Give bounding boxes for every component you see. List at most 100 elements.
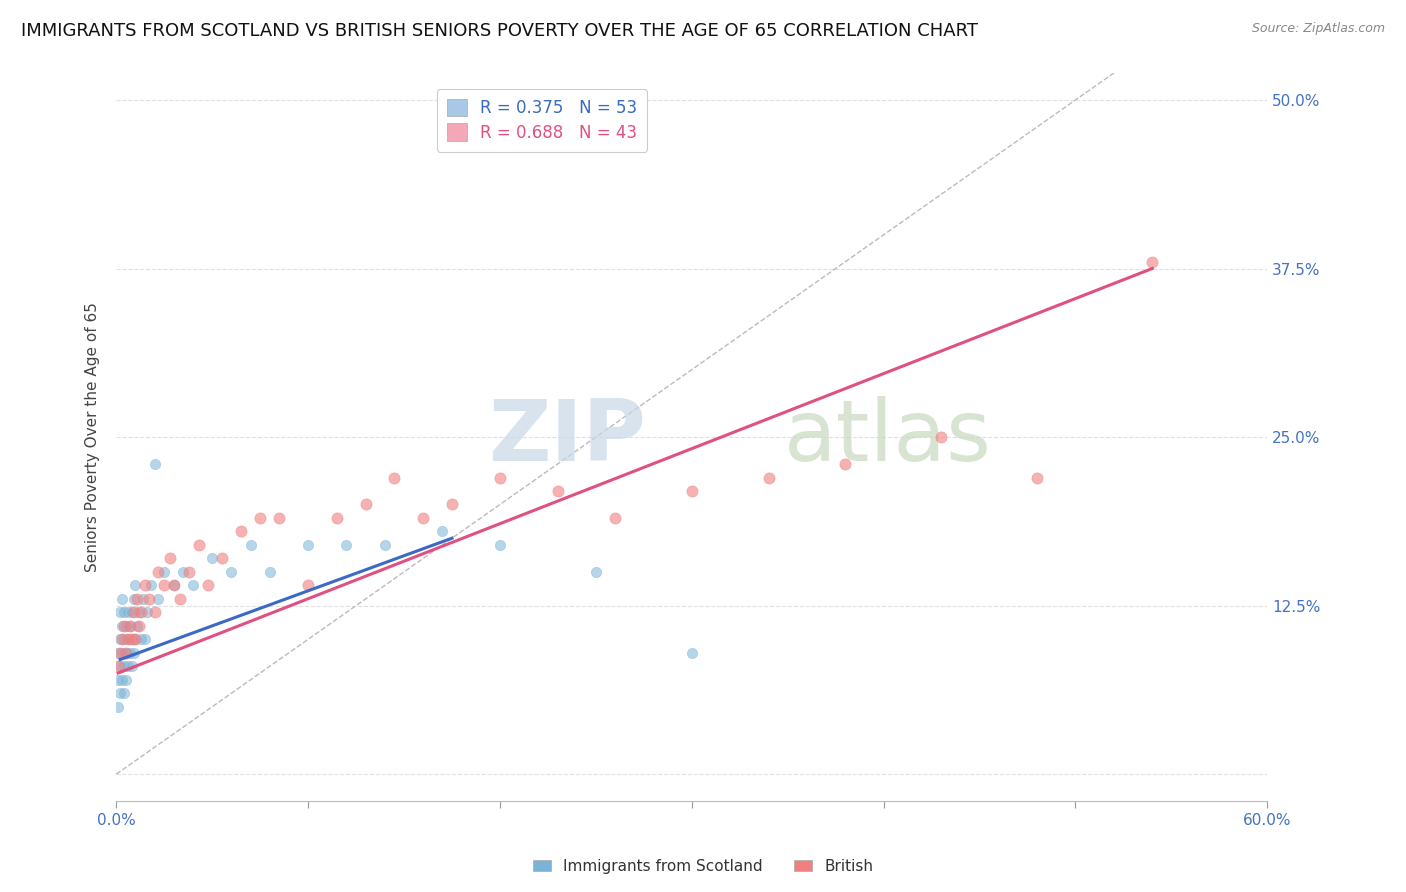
Text: IMMIGRANTS FROM SCOTLAND VS BRITISH SENIORS POVERTY OVER THE AGE OF 65 CORRELATI: IMMIGRANTS FROM SCOTLAND VS BRITISH SENI… bbox=[21, 22, 979, 40]
Point bbox=[163, 578, 186, 592]
Point bbox=[440, 498, 463, 512]
Point bbox=[115, 646, 138, 660]
Point bbox=[681, 646, 703, 660]
Point bbox=[138, 591, 160, 606]
Point bbox=[111, 646, 134, 660]
Point bbox=[297, 538, 319, 552]
Point bbox=[187, 538, 209, 552]
Point bbox=[159, 551, 181, 566]
Point bbox=[124, 578, 146, 592]
Point bbox=[108, 605, 131, 619]
Point bbox=[335, 538, 357, 552]
Point bbox=[121, 632, 143, 647]
Point bbox=[229, 524, 252, 539]
Point bbox=[197, 578, 219, 592]
Point bbox=[108, 659, 131, 673]
Point bbox=[118, 619, 141, 633]
Point bbox=[269, 511, 291, 525]
Point bbox=[211, 551, 233, 566]
Point bbox=[143, 457, 166, 471]
Point bbox=[239, 538, 262, 552]
Point bbox=[107, 646, 129, 660]
Point bbox=[412, 511, 434, 525]
Point bbox=[758, 470, 780, 484]
Point bbox=[297, 578, 319, 592]
Point bbox=[181, 578, 204, 592]
Point bbox=[115, 673, 138, 687]
Text: atlas: atlas bbox=[785, 395, 991, 478]
Point bbox=[132, 591, 155, 606]
Point bbox=[148, 591, 170, 606]
Point bbox=[129, 605, 152, 619]
Point bbox=[121, 605, 143, 619]
Point bbox=[108, 686, 131, 700]
Point bbox=[834, 457, 856, 471]
Point bbox=[111, 619, 134, 633]
Legend: R = 0.375   N = 53, R = 0.688   N = 43: R = 0.375 N = 53, R = 0.688 N = 43 bbox=[437, 88, 647, 152]
Point bbox=[124, 632, 146, 647]
Point bbox=[107, 673, 129, 687]
Point bbox=[326, 511, 349, 525]
Point bbox=[122, 605, 145, 619]
Point bbox=[112, 632, 135, 647]
Point bbox=[169, 591, 191, 606]
Point bbox=[111, 673, 134, 687]
Point bbox=[117, 659, 139, 673]
Point bbox=[115, 646, 138, 660]
Point bbox=[201, 551, 224, 566]
Point bbox=[117, 605, 139, 619]
Point bbox=[118, 619, 141, 633]
Point bbox=[143, 605, 166, 619]
Point bbox=[547, 483, 569, 498]
Point bbox=[121, 659, 143, 673]
Point bbox=[117, 632, 139, 647]
Point bbox=[129, 632, 152, 647]
Point bbox=[139, 578, 162, 592]
Y-axis label: Seniors Poverty Over the Age of 65: Seniors Poverty Over the Age of 65 bbox=[86, 302, 100, 572]
Point bbox=[111, 632, 134, 647]
Point bbox=[432, 524, 454, 539]
Point bbox=[122, 646, 145, 660]
Point bbox=[1026, 470, 1049, 484]
Point bbox=[153, 565, 176, 579]
Point bbox=[136, 605, 159, 619]
Point bbox=[179, 565, 201, 579]
Point bbox=[489, 538, 512, 552]
Point bbox=[127, 591, 149, 606]
Point bbox=[112, 686, 135, 700]
Point bbox=[112, 619, 135, 633]
Point bbox=[249, 511, 271, 525]
Point bbox=[108, 632, 131, 647]
Point bbox=[128, 605, 150, 619]
Text: Source: ZipAtlas.com: Source: ZipAtlas.com bbox=[1251, 22, 1385, 36]
Point bbox=[108, 646, 131, 660]
Point bbox=[259, 565, 281, 579]
Legend: Immigrants from Scotland, British: Immigrants from Scotland, British bbox=[527, 853, 879, 880]
Point bbox=[148, 565, 170, 579]
Point bbox=[117, 632, 139, 647]
Point bbox=[118, 646, 141, 660]
Point bbox=[112, 605, 135, 619]
Point bbox=[929, 430, 952, 444]
Point bbox=[134, 632, 156, 647]
Point bbox=[585, 565, 607, 579]
Point bbox=[127, 619, 149, 633]
Point bbox=[107, 659, 129, 673]
Point bbox=[603, 511, 626, 525]
Point bbox=[122, 591, 145, 606]
Point bbox=[221, 565, 243, 579]
Point bbox=[489, 470, 512, 484]
Point bbox=[374, 538, 396, 552]
Point bbox=[112, 659, 135, 673]
Point bbox=[111, 591, 134, 606]
Text: ZIP: ZIP bbox=[488, 395, 645, 478]
Point bbox=[172, 565, 194, 579]
Point bbox=[124, 632, 146, 647]
Point bbox=[134, 578, 156, 592]
Point bbox=[107, 699, 129, 714]
Point bbox=[163, 578, 186, 592]
Point bbox=[1142, 254, 1164, 268]
Point bbox=[354, 498, 377, 512]
Point bbox=[681, 483, 703, 498]
Point bbox=[115, 619, 138, 633]
